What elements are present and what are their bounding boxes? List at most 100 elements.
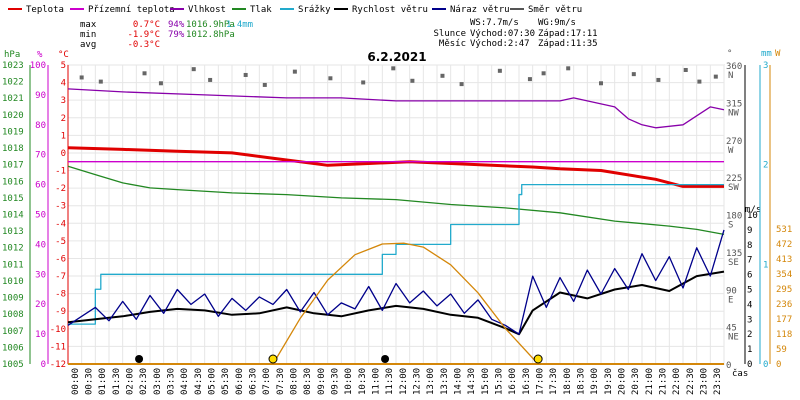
tick-hpa: 1010 (2, 277, 24, 287)
tick-c: -1 (55, 167, 66, 177)
tick-pct: 60 (35, 181, 46, 191)
tick-w: 59 (776, 345, 787, 355)
moon-icon (381, 355, 390, 363)
wind-direction-point (98, 79, 103, 84)
tick-time: 11:30 (385, 368, 395, 395)
tick-pct: 30 (35, 270, 46, 280)
axis-unit-mm: mm (761, 49, 772, 59)
legend: Teplota Přízemní teplota Vlhkost Tlak Srážky… (8, 5, 582, 15)
tick-time: 05:30 (221, 368, 231, 395)
tick-time: 07:00 (262, 368, 272, 395)
wind-direction-point (631, 72, 636, 77)
tick-c: -5 (55, 237, 66, 247)
wind-direction-point (208, 77, 213, 82)
tick-time: 11:00 (372, 368, 382, 395)
wind-direction-point (713, 74, 718, 79)
tick-compass: E (728, 295, 733, 305)
tick-time: 15:30 (495, 368, 505, 395)
tick-ms: 6 (747, 271, 752, 281)
tick-pct: 40 (35, 240, 46, 250)
legend-label: Srážky (298, 5, 331, 15)
tick-time: 20:30 (631, 368, 641, 395)
moon-icon (135, 355, 144, 363)
tick-hpa: 1021 (2, 94, 24, 104)
tick-pct: 50 (35, 211, 46, 221)
tick-c: 1 (61, 131, 66, 141)
legend-label: Směr větru (528, 5, 582, 15)
x-axis: 00:00 00:30 01:00 01:30 02:00 02:30 03:00 03:30… (71, 368, 748, 395)
sun-icon (533, 354, 543, 364)
tick-time: 02:00 (126, 368, 136, 395)
sun-label: Slunce (433, 29, 466, 39)
wind-direction-point (391, 66, 396, 71)
moon-label: Měsíc (439, 39, 466, 49)
x-axis-label: čas (732, 368, 748, 379)
tick-ms: 0 (747, 360, 752, 370)
tick-time: 13:30 (440, 368, 450, 395)
tick-compass: SE (728, 258, 739, 268)
solar-radiation-line (272, 242, 539, 365)
series-line (67, 270, 725, 336)
tick-time: 03:30 (167, 368, 177, 395)
tick-compass: W (728, 146, 734, 156)
stat-value: avg (80, 40, 96, 50)
stat-value: min (80, 30, 96, 40)
tick-deg: 180 (726, 212, 742, 222)
tick-time: 02:30 (139, 368, 149, 395)
tick-deg: 360 (726, 62, 742, 72)
tick-time: 04:00 (180, 368, 190, 395)
legend-label: Vlhkost (188, 5, 226, 15)
tick-time: 09:30 (331, 368, 341, 395)
tick-ms: 10 (747, 211, 758, 221)
tick-hpa: 1019 (2, 127, 24, 137)
tick-time: 08:00 (290, 368, 300, 395)
wind-direction-point (328, 76, 333, 81)
tick-hpa: 1011 (2, 260, 24, 270)
tick-time: 10:00 (344, 368, 354, 395)
tick-hpa: 1022 (2, 78, 24, 88)
axis-unit-hpa: hPa (4, 50, 20, 60)
legend-label: Náraz větru (450, 5, 510, 15)
wind-direction-point (599, 81, 603, 86)
stat-value: 79% (168, 30, 185, 40)
tick-compass: NW (728, 108, 739, 118)
stat-value: 1012.8hPa (186, 30, 235, 40)
tick-hpa: 1008 (2, 310, 24, 320)
wind-direction-point (440, 73, 445, 78)
tick-pct: 20 (35, 300, 46, 310)
wind-direction-point (361, 80, 366, 85)
tick-c: -9 (55, 307, 66, 317)
tick-deg: 45 (726, 324, 737, 334)
tick-time: 22:00 (672, 368, 682, 395)
tick-ms: 7 (747, 256, 752, 266)
stat-value: 0.7°C (133, 20, 160, 30)
tick-time: 18:00 (563, 368, 573, 395)
tick-mm: 2 (763, 161, 768, 171)
tick-time: 14:00 (454, 368, 464, 395)
tick-c: -10 (50, 325, 66, 335)
tick-c: 4 (61, 79, 66, 89)
series-line (67, 165, 725, 236)
tick-c: -4 (55, 219, 66, 229)
tick-hpa: 1006 (2, 343, 24, 353)
stat-value: 1016.9hPa (186, 20, 235, 30)
tick-ms: 3 (747, 315, 752, 325)
tick-time: 01:00 (98, 368, 108, 395)
wind-direction-point (656, 77, 661, 82)
tick-ms: 4 (747, 300, 752, 310)
tick-compass: NE (728, 333, 739, 343)
axis-unit-deg: ° (727, 49, 732, 59)
tick-time: 16:30 (522, 368, 532, 395)
tick-c: 3 (61, 96, 66, 106)
tick-time: 03:00 (153, 368, 163, 395)
tick-time: 08:30 (303, 368, 313, 395)
axis-unit-w: W (775, 49, 781, 59)
tick-time: 19:00 (590, 368, 600, 395)
wind-direction-point (410, 78, 415, 83)
tick-time: 00:00 (71, 368, 81, 395)
tick-time: 06:30 (249, 368, 259, 395)
tick-time: 20:00 (618, 368, 628, 395)
tick-time: 06:00 (235, 368, 245, 395)
tick-time: 04:30 (194, 368, 204, 395)
